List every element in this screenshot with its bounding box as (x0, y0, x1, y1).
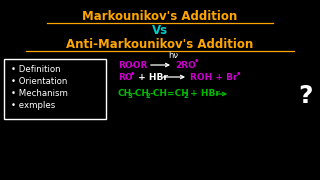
Text: ROH + Br: ROH + Br (190, 73, 237, 82)
Text: 2: 2 (145, 93, 150, 98)
Text: Markounikov's Addition: Markounikov's Addition (82, 10, 238, 24)
Text: Anti-Markounikov's Addition: Anti-Markounikov's Addition (66, 39, 254, 51)
Text: 3: 3 (128, 93, 133, 98)
Text: 2RO: 2RO (175, 60, 196, 69)
Text: -CH: -CH (132, 89, 150, 98)
Text: -CH=CH: -CH=CH (149, 89, 189, 98)
Text: CH: CH (118, 89, 132, 98)
Text: • Mechanism: • Mechanism (11, 89, 68, 98)
Text: •: • (236, 70, 242, 79)
Text: •: • (130, 70, 135, 79)
Text: hν: hν (168, 51, 178, 60)
Text: -OR: -OR (130, 60, 148, 69)
Text: ?: ? (298, 84, 313, 108)
Text: + HBr: + HBr (187, 89, 220, 98)
Text: •: • (194, 57, 199, 66)
Text: • Definition: • Definition (11, 66, 60, 75)
Text: • Orientation: • Orientation (11, 78, 68, 87)
Text: Vs: Vs (152, 24, 168, 37)
Text: + HBr: + HBr (135, 73, 168, 82)
Text: 2: 2 (183, 93, 188, 98)
Text: RO: RO (118, 73, 132, 82)
Text: • exmples: • exmples (11, 102, 55, 111)
Text: RO: RO (118, 60, 132, 69)
